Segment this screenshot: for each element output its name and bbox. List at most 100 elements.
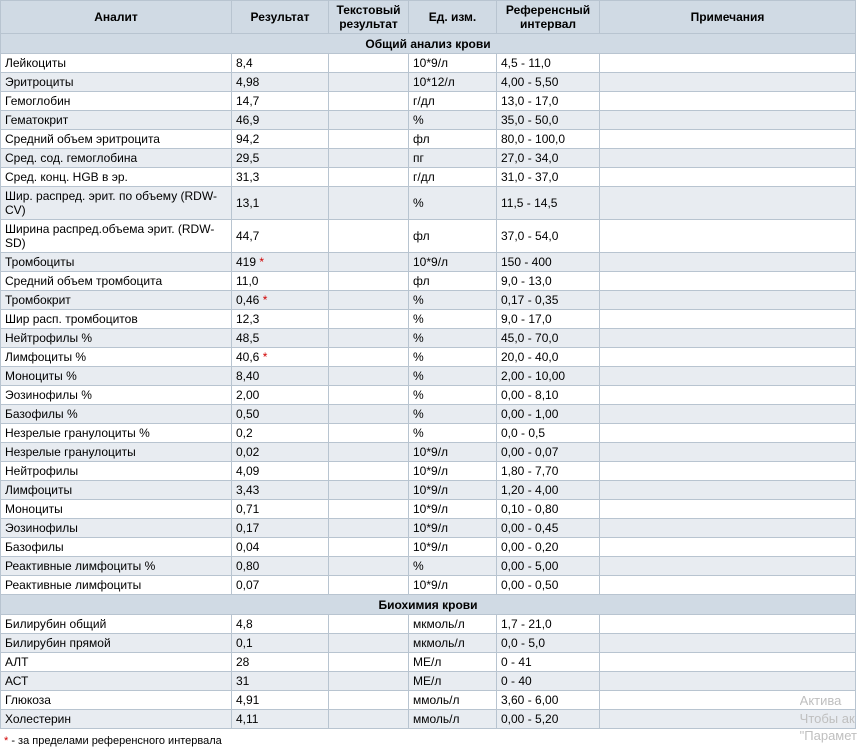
table-row: Сред. конц. HGB в эр.31,3г/дл31,0 - 37,0 xyxy=(1,168,856,187)
cell-reference: 1,7 - 21,0 xyxy=(497,615,600,634)
col-header-2: Текстовый результат xyxy=(329,1,409,34)
cell-note xyxy=(600,653,856,672)
cell-unit: мкмоль/л xyxy=(409,634,497,653)
cell-analyte: Реактивные лимфоциты % xyxy=(1,557,232,576)
cell-analyte: Лимфоциты % xyxy=(1,348,232,367)
cell-analyte: Эритроциты xyxy=(1,73,232,92)
footnote-text: - за пределами референсного интервала xyxy=(8,735,222,747)
table-row: Сред. сод. гемоглобина29,5пг27,0 - 34,0 xyxy=(1,149,856,168)
cell-text-result xyxy=(329,538,409,557)
cell-analyte: Холестерин xyxy=(1,710,232,729)
cell-result: 46,9 xyxy=(232,111,329,130)
cell-unit: 10*9/л xyxy=(409,253,497,272)
table-row: Лейкоциты8,410*9/л4,5 - 11,0 xyxy=(1,54,856,73)
cell-reference: 20,0 - 40,0 xyxy=(497,348,600,367)
cell-result: 29,5 xyxy=(232,149,329,168)
cell-result: 8,4 xyxy=(232,54,329,73)
cell-text-result xyxy=(329,462,409,481)
col-header-3: Ед. изм. xyxy=(409,1,497,34)
cell-unit: % xyxy=(409,405,497,424)
cell-unit: % xyxy=(409,386,497,405)
cell-unit: % xyxy=(409,310,497,329)
cell-unit: 10*9/л xyxy=(409,54,497,73)
table-row: Лимфоциты %40,6 *%20,0 - 40,0 xyxy=(1,348,856,367)
cell-result: 4,09 xyxy=(232,462,329,481)
cell-analyte: Моноциты xyxy=(1,500,232,519)
cell-note xyxy=(600,348,856,367)
cell-note xyxy=(600,500,856,519)
cell-analyte: Эозинофилы % xyxy=(1,386,232,405)
table-row: АЛТ28МЕ/л0 - 41 xyxy=(1,653,856,672)
cell-text-result xyxy=(329,691,409,710)
table-header-row: АналитРезультатТекстовый результатЕд. из… xyxy=(1,1,856,34)
cell-result: 28 xyxy=(232,653,329,672)
cell-unit: % xyxy=(409,291,497,310)
cell-reference: 0,00 - 5,00 xyxy=(497,557,600,576)
cell-note xyxy=(600,691,856,710)
cell-note xyxy=(600,130,856,149)
cell-analyte: АЛТ xyxy=(1,653,232,672)
cell-reference: 150 - 400 xyxy=(497,253,600,272)
cell-result: 0,46 * xyxy=(232,291,329,310)
cell-note xyxy=(600,576,856,595)
cell-reference: 0 - 41 xyxy=(497,653,600,672)
cell-text-result xyxy=(329,54,409,73)
cell-reference: 4,5 - 11,0 xyxy=(497,54,600,73)
cell-text-result xyxy=(329,329,409,348)
cell-reference: 0,00 - 0,07 xyxy=(497,443,600,462)
cell-unit: % xyxy=(409,424,497,443)
cell-analyte: Сред. сод. гемоглобина xyxy=(1,149,232,168)
cell-reference: 0,00 - 0,20 xyxy=(497,538,600,557)
cell-unit: ммоль/л xyxy=(409,691,497,710)
cell-analyte: АСТ xyxy=(1,672,232,691)
results-table: АналитРезультатТекстовый результатЕд. из… xyxy=(0,0,856,729)
cell-result: 0,07 xyxy=(232,576,329,595)
table-row: АСТ31МЕ/л0 - 40 xyxy=(1,672,856,691)
table-row: Шир расп. тромбоцитов12,3%9,0 - 17,0 xyxy=(1,310,856,329)
cell-reference: 0,10 - 0,80 xyxy=(497,500,600,519)
table-row: Моноциты %8,40%2,00 - 10,00 xyxy=(1,367,856,386)
table-row: Лимфоциты3,4310*9/л1,20 - 4,00 xyxy=(1,481,856,500)
cell-unit: 10*9/л xyxy=(409,576,497,595)
cell-analyte: Лимфоциты xyxy=(1,481,232,500)
cell-unit: 10*9/л xyxy=(409,443,497,462)
cell-note xyxy=(600,310,856,329)
cell-text-result xyxy=(329,386,409,405)
cell-reference: 0,00 - 1,00 xyxy=(497,405,600,424)
cell-analyte: Тромбоциты xyxy=(1,253,232,272)
cell-analyte: Моноциты % xyxy=(1,367,232,386)
table-row: Средний объем тромбоцита11,0фл9,0 - 13,0 xyxy=(1,272,856,291)
cell-text-result xyxy=(329,615,409,634)
cell-reference: 0,0 - 0,5 xyxy=(497,424,600,443)
cell-note xyxy=(600,367,856,386)
cell-analyte: Тромбокрит xyxy=(1,291,232,310)
cell-result: 40,6 * xyxy=(232,348,329,367)
cell-unit: 10*9/л xyxy=(409,519,497,538)
cell-text-result xyxy=(329,710,409,729)
cell-analyte: Реактивные лимфоциты xyxy=(1,576,232,595)
cell-unit: % xyxy=(409,348,497,367)
cell-reference: 0,0 - 5,0 xyxy=(497,634,600,653)
cell-result: 0,04 xyxy=(232,538,329,557)
cell-unit: г/дл xyxy=(409,168,497,187)
cell-result: 4,11 xyxy=(232,710,329,729)
cell-text-result xyxy=(329,348,409,367)
cell-note xyxy=(600,557,856,576)
cell-note xyxy=(600,291,856,310)
cell-note xyxy=(600,253,856,272)
table-row: Гемоглобин14,7г/дл13,0 - 17,0 xyxy=(1,92,856,111)
cell-reference: 31,0 - 37,0 xyxy=(497,168,600,187)
cell-text-result xyxy=(329,443,409,462)
cell-result: 31,3 xyxy=(232,168,329,187)
table-row: Шир. распред. эрит. по объему (RDW-CV)13… xyxy=(1,187,856,220)
cell-note xyxy=(600,187,856,220)
cell-result: 94,2 xyxy=(232,130,329,149)
out-of-range-flag: * xyxy=(259,255,264,269)
table-row: Незрелые гранулоциты0,0210*9/л0,00 - 0,0… xyxy=(1,443,856,462)
cell-result: 14,7 xyxy=(232,92,329,111)
out-of-range-flag: * xyxy=(263,293,268,307)
cell-reference: 4,00 - 5,50 xyxy=(497,73,600,92)
cell-result: 13,1 xyxy=(232,187,329,220)
cell-text-result xyxy=(329,73,409,92)
cell-reference: 13,0 - 17,0 xyxy=(497,92,600,111)
